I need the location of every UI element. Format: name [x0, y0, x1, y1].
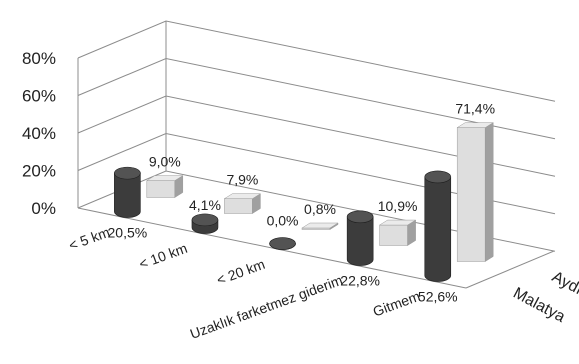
- data-labels: 9,0% 7,9% 0,8% 10,9% 71,4% 20,5% 4,1% 0,0% 22,8%…: [108, 101, 496, 305]
- data-label-ayd-n-20-km: 0,8%: [304, 201, 336, 217]
- bar-malatya-gitmem: [424, 170, 452, 282]
- bar-malatya-5-km: [114, 166, 141, 218]
- category-label-uzakl-k-farketmez-giderim: Uzaklık farketmez giderim: [188, 272, 345, 342]
- bar-ayd-n-10-km: [223, 193, 262, 214]
- bars: [114, 122, 495, 282]
- bar-ayd-n-gitmem: [456, 122, 495, 262]
- data-label-ayd-n-uzakl-k-farketmez-giderim: 10,9%: [378, 198, 418, 214]
- y-tick-label: 60%: [22, 87, 56, 106]
- y-tick-label: 0%: [31, 199, 56, 218]
- category-label-10-km: < 10 km: [137, 240, 190, 272]
- category-label-20-km: < 20 km: [214, 256, 267, 288]
- series-label-malatya: Malatya: [510, 285, 568, 326]
- series-label-ayd-n: Aydın: [549, 268, 579, 302]
- data-label-ayd-n-5-km: 9,0%: [149, 154, 181, 170]
- bar-malatya-20-km: [269, 237, 296, 250]
- bar-ayd-n-5-km: [145, 175, 184, 198]
- y-tick-label: 40%: [22, 124, 56, 143]
- y-tick-label: 80%: [22, 49, 56, 68]
- data-label-malatya-10-km: 4,1%: [189, 197, 221, 213]
- x-axis-line: [77, 207, 467, 289]
- y-tick-label: 20%: [22, 162, 56, 181]
- bar-malatya-uzakl-k-farketmez-giderim: [346, 210, 374, 266]
- bar-ayd-n-20-km: [301, 222, 339, 230]
- bar-ayd-n-uzakl-k-farketmez-giderim: [378, 219, 417, 246]
- data-label-malatya-uzakl-k-farketmez-giderim: 22,8%: [340, 273, 380, 289]
- category-label-5-km: < 5 km: [67, 224, 112, 254]
- data-label-malatya-20-km: 0,0%: [267, 213, 299, 229]
- data-label-ayd-n-gitmem: 71,4%: [455, 101, 495, 117]
- category-label-gitmem: Gitmem: [371, 288, 423, 320]
- data-label-malatya-gitmem: 52,6%: [418, 289, 458, 305]
- data-label-ayd-n-10-km: 7,9%: [226, 172, 258, 188]
- bar-malatya-10-km: [191, 213, 219, 234]
- data-label-malatya-5-km: 20,5%: [108, 225, 148, 241]
- y-axis: 0% 20% 40% 60% 80%: [22, 21, 555, 289]
- depth-axis-line: [465, 250, 555, 289]
